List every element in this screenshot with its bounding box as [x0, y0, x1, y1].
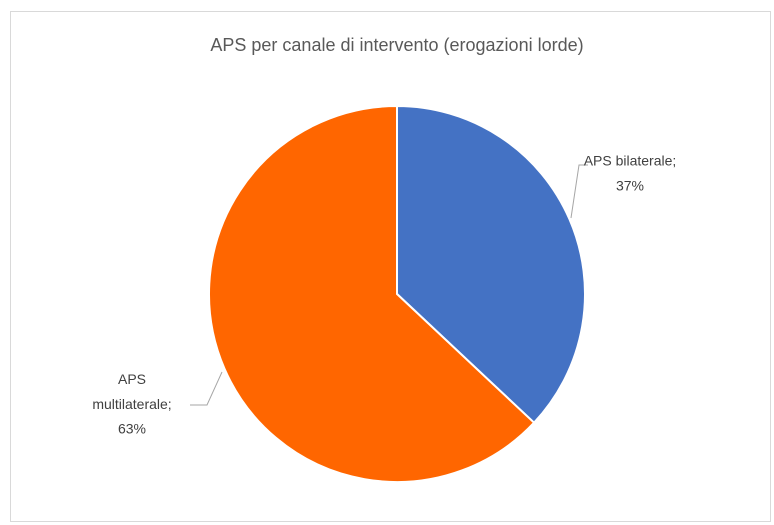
data-label-category: APS multilaterale; [92, 371, 171, 412]
pie-slice [208, 104, 536, 483]
leader-line [570, 164, 588, 219]
data-label-category: APS bilaterale; [584, 153, 677, 169]
chart-title: APS per canale di intervento (erogazioni… [210, 35, 583, 55]
pie-slice [396, 104, 586, 425]
data-label-value: 63% [118, 421, 146, 437]
leader-line [190, 371, 223, 406]
data-label-value: 37% [616, 178, 644, 194]
